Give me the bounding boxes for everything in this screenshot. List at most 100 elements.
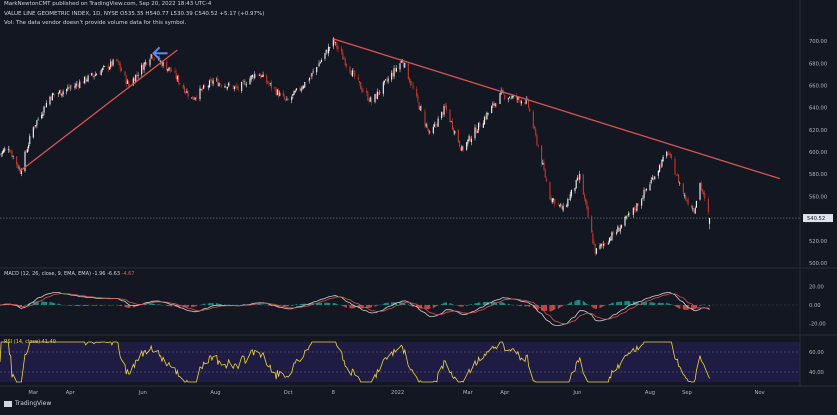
macd-histogram-bar <box>217 304 218 305</box>
candle-body <box>235 86 236 87</box>
candle-body <box>34 128 35 129</box>
candle-body <box>317 68 318 69</box>
macd-histogram-bar <box>667 303 668 305</box>
macd-histogram-bar <box>558 305 559 309</box>
candle-body <box>385 79 386 80</box>
candle-body <box>204 86 205 87</box>
candle-body <box>571 190 572 196</box>
macd-histogram-bar <box>476 303 477 305</box>
macd-histogram-bar <box>351 305 352 308</box>
macd-histogram-bar <box>188 305 189 307</box>
macd-histogram-bar <box>570 303 571 305</box>
candle-body <box>486 113 487 119</box>
candle-body <box>654 176 655 179</box>
candle-body <box>409 78 410 82</box>
macd-histogram-bar <box>410 305 411 306</box>
candle-body <box>392 73 393 76</box>
candle-body <box>201 89 202 90</box>
candle-body <box>93 76 94 77</box>
candle-body <box>74 86 75 88</box>
candle-body <box>304 82 305 87</box>
candle-body <box>299 88 300 90</box>
candle-body <box>708 199 709 212</box>
macd-histogram-bar <box>549 305 550 311</box>
candle-body <box>277 90 278 95</box>
candle-body <box>378 92 379 94</box>
macd-histogram-bar <box>708 305 709 306</box>
candle-body <box>320 62 321 63</box>
candle-body <box>484 117 485 124</box>
candle-body <box>396 68 397 71</box>
macd-histogram-bar <box>428 305 429 309</box>
candle-body <box>541 146 542 165</box>
macd-histogram-bar <box>479 302 480 305</box>
candle-body <box>603 244 604 246</box>
macd-histogram-bar <box>154 304 155 305</box>
rsi-tick-label: 40.00 <box>809 370 824 376</box>
macd-histogram-bar <box>484 302 485 305</box>
candle-body <box>561 205 562 209</box>
candle-body <box>83 82 84 84</box>
macd-histogram-bar <box>435 305 436 307</box>
macd-histogram-bar <box>591 305 592 306</box>
macd-histogram-bar <box>210 303 211 305</box>
macd-histogram-bar <box>376 305 377 306</box>
macd-histogram-bar <box>670 304 671 305</box>
candle-body <box>102 68 103 70</box>
candle-body <box>145 62 146 64</box>
macd-histogram-bar <box>128 305 129 308</box>
macd-histogram-bar <box>211 303 212 305</box>
candle-body <box>345 59 346 65</box>
candle-body <box>370 97 371 101</box>
candle-body <box>326 50 327 53</box>
candle-body <box>92 74 93 76</box>
candle-body <box>176 73 177 79</box>
candle-body <box>220 84 221 85</box>
candle-body <box>101 70 102 75</box>
candle-body <box>296 88 297 90</box>
candle-body <box>285 99 286 100</box>
candle-body <box>149 59 150 65</box>
candle-body <box>379 93 380 94</box>
macd-histogram-bar <box>577 300 578 305</box>
macd-histogram-bar <box>518 305 519 306</box>
candle-body <box>128 82 129 86</box>
tradingview-brand[interactable]: TradingView <box>4 400 51 407</box>
macd-histogram-bar <box>653 303 654 305</box>
price-tick-label: 560.00 <box>809 194 827 200</box>
macd-histogram-bar <box>561 305 562 306</box>
macd-histogram-bar <box>520 305 521 306</box>
candle-body <box>604 243 605 245</box>
candle-body <box>621 225 622 228</box>
candle-body <box>491 106 492 113</box>
macd-histogram-bar <box>52 302 53 305</box>
macd-histogram-bar <box>386 303 387 305</box>
macd-histogram-bar <box>709 305 710 306</box>
macd-histogram-bar <box>574 301 575 305</box>
candle-body <box>636 203 637 210</box>
candle-body <box>533 112 534 128</box>
candle-body <box>626 216 627 218</box>
candle-body <box>466 142 467 149</box>
macd-histogram-bar <box>54 303 55 305</box>
candle-body <box>559 205 560 206</box>
candle-body <box>479 124 480 128</box>
candle-body <box>36 120 37 125</box>
candle-body <box>638 203 639 206</box>
candle-body <box>358 77 359 79</box>
macd-histogram-bar <box>620 302 621 305</box>
candle-body <box>142 65 143 69</box>
candle-body <box>16 156 17 164</box>
macd-histogram-bar <box>460 305 461 307</box>
macd-histogram-bar <box>192 305 193 307</box>
candle-body <box>620 228 621 232</box>
candle-body <box>408 64 409 80</box>
candle-body <box>367 92 368 100</box>
macd-histogram-bar <box>408 304 409 305</box>
macd-histogram-bar <box>446 302 447 305</box>
macd-histogram-bar <box>483 302 484 305</box>
candle-body <box>171 70 172 72</box>
candle-body <box>684 195 685 196</box>
candle-body <box>536 135 537 145</box>
